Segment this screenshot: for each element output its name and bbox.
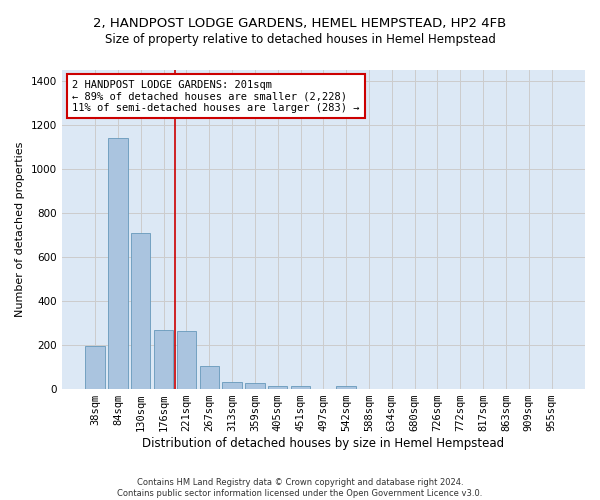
Text: Size of property relative to detached houses in Hemel Hempstead: Size of property relative to detached ho… (104, 32, 496, 46)
Bar (200, 366, 219, 389)
Bar (131, 233, 151, 389)
Text: 2 HANDPOST LODGE GARDENS: 201sqm
← 89% of detached houses are smaller (2,228)
11: 2 HANDPOST LODGE GARDENS: 201sqm ← 89% o… (72, 80, 359, 113)
Bar (223, 382, 242, 389)
Bar (337, 386, 356, 389)
Bar (291, 386, 310, 389)
Text: 2, HANDPOST LODGE GARDENS, HEMEL HEMPSTEAD, HP2 4FB: 2, HANDPOST LODGE GARDENS, HEMEL HEMPSTE… (94, 18, 506, 30)
X-axis label: Distribution of detached houses by size in Hemel Hempstead: Distribution of detached houses by size … (142, 437, 505, 450)
Bar (177, 331, 196, 389)
Bar (108, 138, 128, 389)
Bar (85, 346, 105, 389)
Bar (268, 386, 287, 389)
Bar (154, 330, 173, 389)
Bar (245, 383, 265, 389)
Y-axis label: Number of detached properties: Number of detached properties (15, 142, 25, 317)
Text: Contains HM Land Registry data © Crown copyright and database right 2024.
Contai: Contains HM Land Registry data © Crown c… (118, 478, 482, 498)
